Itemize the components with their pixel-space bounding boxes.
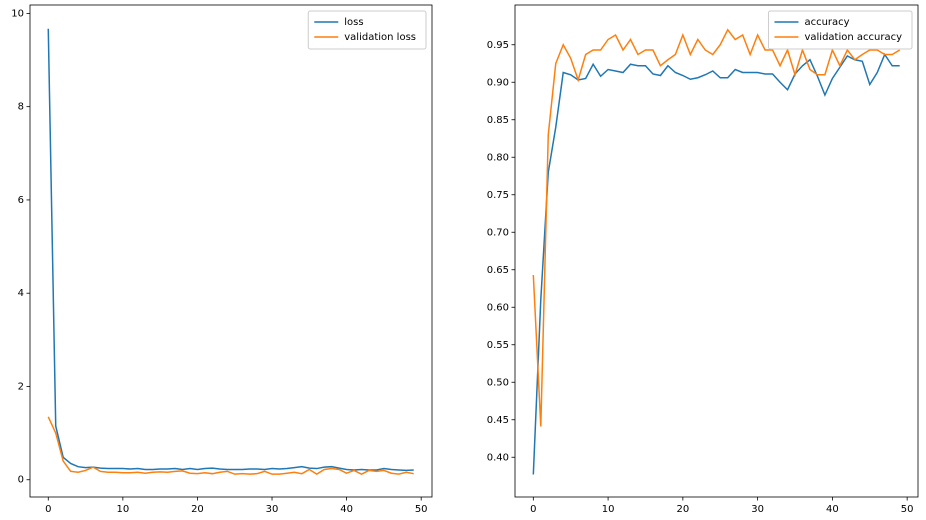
- x-tick-label: 30: [266, 504, 279, 515]
- y-tick-label: 0: [18, 475, 24, 486]
- legend: accuracy validation accuracy: [767, 10, 913, 50]
- y-tick-label: 0.60: [487, 302, 509, 313]
- x-tick-label: 10: [116, 504, 129, 515]
- y-tick-label: 2: [18, 381, 24, 392]
- y-tick-label: 10: [11, 8, 24, 19]
- axes: 0 10 20 30 40 50 0.40 0.45 0.50 0.55 0.60 0.65 0.70 0…: [487, 4, 919, 515]
- y-tick-label: 0.70: [487, 227, 509, 238]
- y-tick-label: 8: [18, 102, 24, 113]
- series-line: [532, 28, 901, 427]
- series-line: [47, 28, 414, 472]
- y-tick-label: 0.45: [487, 415, 509, 426]
- x-tick-label: 20: [191, 504, 204, 515]
- legend-label: validation loss: [344, 32, 416, 43]
- x-tick-label: 20: [676, 504, 689, 515]
- y-tick-label: 0.95: [487, 40, 509, 51]
- legend-frame: [767, 10, 913, 50]
- y-tick-label: 0.55: [487, 340, 509, 351]
- y-tick-label: 0.40: [487, 452, 509, 463]
- y-tick-label: 0.90: [487, 77, 509, 88]
- axes: 0 10 20 30 40 50 0 2 4 6 8 10 loss validation loss: [11, 4, 433, 515]
- legend-label: validation accuracy: [804, 32, 902, 43]
- y-tick-label: 0.75: [487, 190, 509, 201]
- y-tick-label: 0.65: [487, 265, 509, 276]
- axes-frame: [514, 4, 919, 498]
- x-tick-label: 40: [826, 504, 839, 515]
- x-tick-label: 30: [751, 504, 764, 515]
- x-tick-label: 40: [340, 504, 353, 515]
- y-tick-label: 0.50: [487, 377, 509, 388]
- legend-frame: [307, 10, 427, 50]
- x-tick-label: 0: [530, 504, 536, 515]
- x-tick-label: 0: [45, 504, 51, 515]
- legend-label: accuracy: [804, 17, 849, 28]
- y-tick-label: 4: [18, 288, 24, 299]
- x-tick-label: 50: [415, 504, 428, 515]
- axes-frame: [29, 4, 433, 498]
- legend: loss validation loss: [307, 10, 427, 50]
- y-tick-label: 6: [18, 195, 24, 206]
- y-tick-label: 0.85: [487, 115, 509, 126]
- x-tick-label: 50: [901, 504, 914, 515]
- x-tick-label: 10: [602, 504, 615, 515]
- series-line: [532, 52, 900, 475]
- series-line: [47, 416, 414, 476]
- y-tick-label: 0.80: [487, 152, 509, 163]
- legend-label: loss: [344, 17, 363, 28]
